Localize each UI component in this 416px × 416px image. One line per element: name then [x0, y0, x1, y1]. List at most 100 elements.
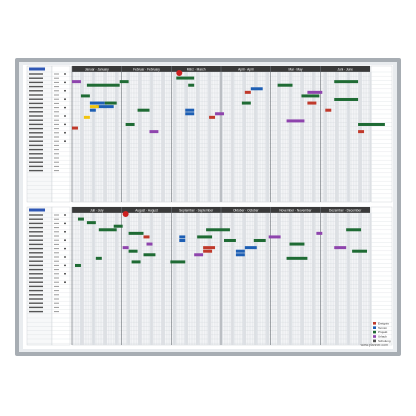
row-number [54, 77, 59, 79]
planner-magnet [77, 217, 84, 221]
row-number [54, 102, 59, 104]
weekend-column [172, 213, 175, 345]
notes-column [370, 65, 393, 203]
weekend-column [325, 72, 327, 202]
row-label [29, 298, 43, 300]
row-number [54, 294, 59, 296]
weekend-column [288, 72, 291, 202]
weekend-column [360, 72, 362, 202]
weekend-column [312, 72, 314, 202]
weekend-column [126, 72, 129, 202]
legend-label: Schulung [378, 339, 391, 343]
planner-magnet [179, 238, 186, 242]
planner-magnet [244, 246, 257, 250]
planner-magnet [268, 235, 281, 239]
planner-magnet [215, 112, 224, 116]
row-number [54, 214, 59, 216]
row-label [29, 85, 43, 88]
row-label [29, 256, 43, 258]
row-label [29, 214, 43, 216]
weekend-column [207, 72, 210, 202]
weekend-column [242, 213, 245, 345]
row-label [29, 260, 43, 262]
row-label [29, 119, 43, 121]
weekend-column [81, 213, 84, 345]
row-number [54, 231, 59, 233]
weekend-column [300, 72, 303, 202]
row-number [54, 248, 59, 250]
weekend-column [91, 72, 94, 202]
weekend-column [267, 72, 270, 202]
weekend-column [255, 213, 258, 345]
planner-magnet [206, 228, 230, 232]
weekend-column [139, 72, 142, 202]
legend-swatch [373, 322, 376, 325]
row-number [54, 256, 59, 258]
row-number [54, 149, 59, 151]
row-label [29, 277, 43, 279]
weekend-column [278, 72, 281, 202]
row-number [54, 222, 59, 224]
row-dot [64, 131, 66, 134]
row-label [29, 106, 43, 109]
weekend-column [163, 213, 165, 345]
planner-magnet [119, 80, 129, 84]
row-label [29, 239, 43, 241]
planner-magnet [301, 94, 320, 98]
planner-magnet [307, 101, 317, 105]
weekend-column [93, 213, 96, 345]
weekend-column [244, 213, 246, 345]
row-label [29, 136, 43, 138]
weekend-column [254, 213, 256, 345]
weekend-column [323, 72, 326, 202]
legend-label: Urlaub [378, 335, 387, 339]
planner-magnet [358, 122, 385, 126]
weekend-column [370, 72, 372, 202]
planner-magnet [170, 260, 186, 264]
weekend-column [290, 213, 293, 345]
weekend-column [128, 213, 130, 345]
weekend-column [232, 213, 235, 345]
weekend-column [196, 72, 198, 202]
weekend-column [196, 213, 198, 345]
month-label: Oktober · October [233, 208, 259, 212]
row-number [54, 128, 59, 130]
planner-magnet [307, 90, 323, 94]
legend-swatch [373, 339, 376, 343]
row-dot [64, 264, 66, 267]
month-label: November · November [279, 208, 312, 212]
weekend-column [277, 72, 279, 202]
planner-magnet [203, 249, 213, 253]
row-dot [64, 123, 66, 126]
weekend-column [346, 72, 349, 202]
row-label [29, 226, 43, 229]
row-dot [64, 81, 66, 84]
planner-magnet [241, 101, 251, 105]
row-label [29, 222, 43, 225]
row-label [29, 289, 43, 292]
planner-magnet [316, 231, 323, 235]
planner-magnet [203, 246, 216, 250]
weekend-column [163, 72, 165, 202]
planner-magnet [209, 115, 216, 119]
planner-magnet [104, 101, 117, 105]
row-number [54, 123, 59, 125]
month-label: April · April [238, 67, 254, 71]
legend-swatch [373, 330, 376, 334]
row-label [29, 140, 43, 142]
planner-magnet [86, 83, 120, 87]
planner-magnet [131, 260, 141, 264]
month-label: Dezember · December [329, 208, 362, 212]
weekend-column [115, 72, 117, 202]
weekend-column [81, 72, 84, 202]
brand-text: www.planner.com [361, 343, 389, 347]
planner-magnet [98, 228, 117, 232]
weekend-column [161, 72, 164, 202]
planner-magnet [334, 97, 359, 101]
planner-magnet [244, 90, 251, 94]
planner-magnet [185, 108, 195, 112]
row-number [54, 239, 59, 241]
row-number [54, 290, 59, 292]
weekend-column [313, 213, 316, 345]
row-number [54, 90, 59, 92]
